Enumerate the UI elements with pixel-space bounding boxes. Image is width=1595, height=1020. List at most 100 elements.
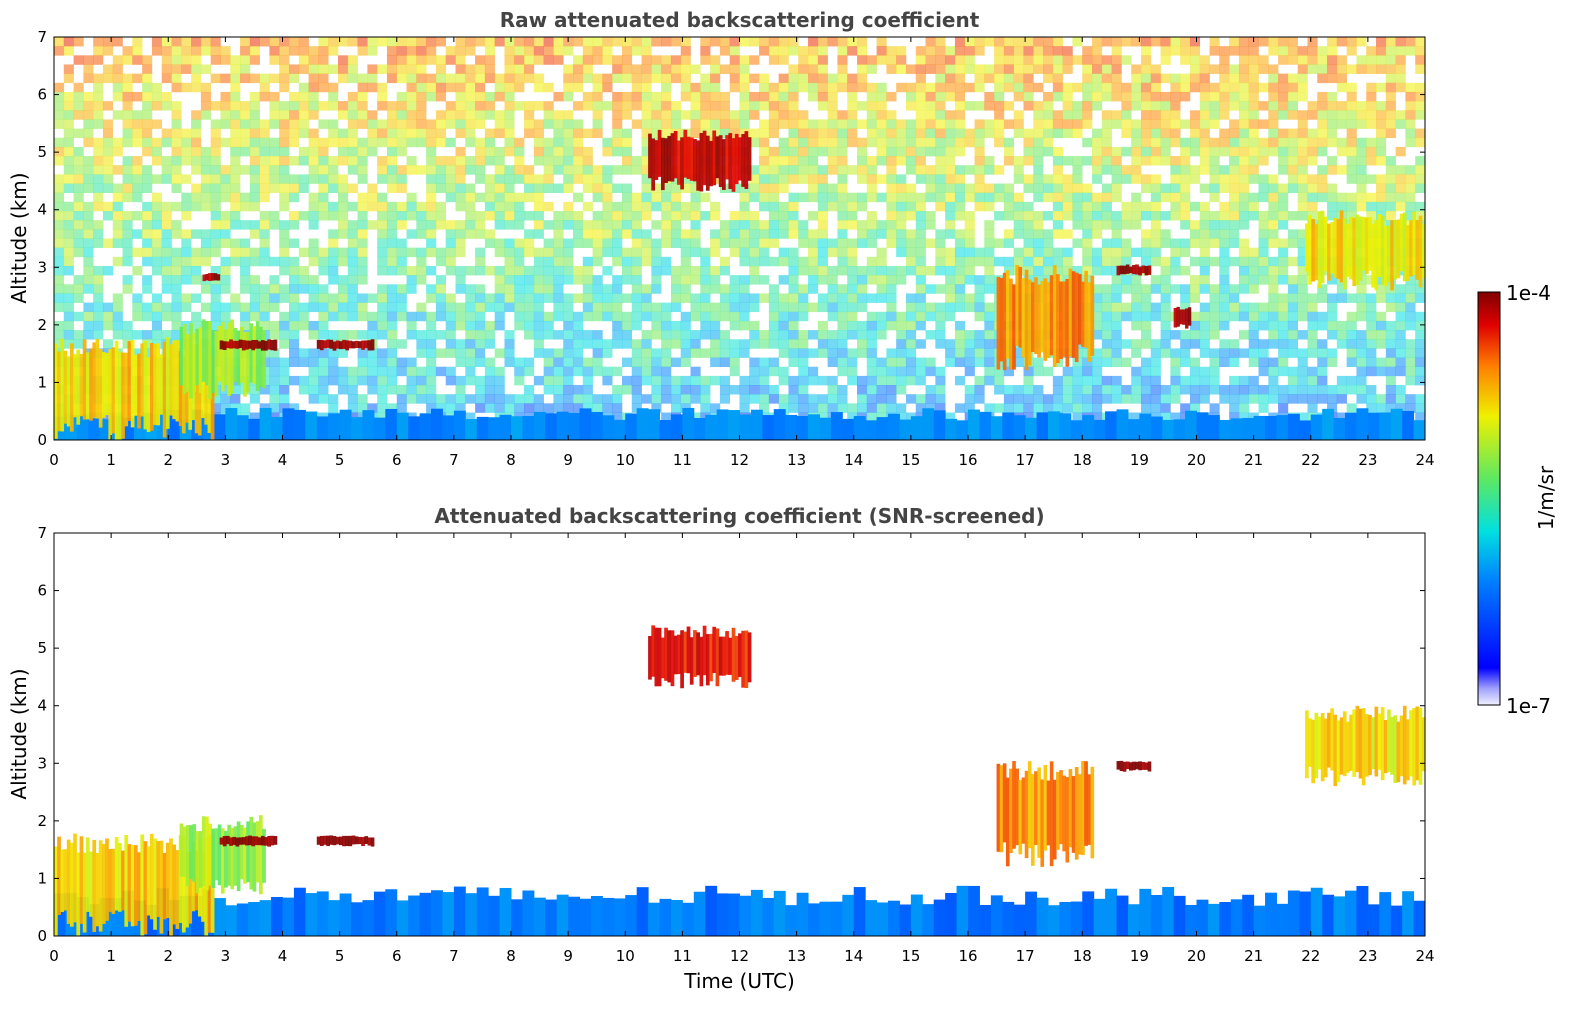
noise-cell: [612, 73, 623, 84]
noise-cell: [1297, 91, 1308, 102]
noise-cell: [1209, 211, 1220, 221]
noise-cell: [1170, 91, 1181, 102]
noise-cell: [1170, 412, 1181, 422]
noise-cell: [905, 293, 917, 303]
noise-cell: [406, 101, 417, 111]
noise-cell: [1062, 183, 1073, 194]
noise-cell: [1033, 110, 1044, 120]
boundary-layer-cell: [1402, 410, 1415, 440]
noise-cell: [1111, 302, 1122, 313]
noise-cell: [1160, 394, 1171, 404]
noise-cell: [1101, 357, 1112, 368]
noise-cell: [230, 165, 241, 175]
noise-cell: [1062, 192, 1073, 203]
noise-cell: [739, 211, 750, 221]
noise-cell: [661, 330, 672, 340]
noise-cell: [386, 128, 398, 139]
boundary-layer-cell: [579, 408, 592, 440]
noise-cell: [935, 91, 946, 102]
noise-cell: [778, 165, 789, 175]
noise-cell: [827, 247, 838, 258]
noise-cell: [984, 339, 995, 349]
noise-cell: [269, 137, 280, 148]
noise-cell: [1092, 348, 1103, 358]
noise-cell: [817, 165, 828, 175]
noise-cell: [386, 146, 398, 157]
noise-cell: [563, 403, 574, 413]
noise-cell: [494, 394, 505, 404]
noise-cell: [710, 403, 721, 413]
noise-cell: [1356, 311, 1367, 322]
noise-cell: [396, 284, 407, 294]
noise-cell: [661, 211, 672, 221]
noise-cell: [269, 46, 280, 56]
noise-cell: [210, 403, 221, 413]
noise-cell: [1248, 137, 1259, 148]
noise-cell: [661, 302, 672, 313]
noise-cell: [935, 37, 946, 47]
noise-cell: [729, 348, 740, 358]
noise-cell: [759, 238, 770, 248]
noise-cell: [161, 46, 172, 56]
noise-cell: [54, 275, 65, 285]
noise-cell: [249, 101, 260, 111]
noise-cell: [582, 229, 593, 239]
noise-cell: [1199, 55, 1210, 65]
noise-cell: [1199, 284, 1210, 294]
noise-cell: [54, 211, 65, 221]
noise-cell: [1141, 320, 1152, 331]
noise-cell: [347, 403, 358, 413]
noise-cell: [1238, 137, 1250, 148]
noise-cell: [935, 46, 946, 56]
noise-cell: [739, 311, 750, 322]
noise-cell: [1131, 394, 1142, 404]
noise-cell: [1287, 394, 1298, 404]
noise-cell: [1327, 330, 1338, 340]
boundary-layer-cell: [476, 416, 489, 440]
noise-cell: [416, 64, 427, 74]
noise-cell: [1003, 366, 1014, 377]
noise-cell: [1238, 183, 1250, 194]
noise-cell: [308, 385, 319, 395]
noise-cell: [1141, 146, 1152, 157]
noise-cell: [1023, 101, 1034, 111]
noise-cell: [592, 183, 603, 194]
noise-cell: [700, 73, 711, 84]
noise-cell: [700, 119, 711, 129]
noise-cell: [494, 403, 505, 413]
noise-cell: [220, 284, 231, 294]
noise-cell: [406, 229, 417, 239]
noise-cell: [1248, 156, 1259, 166]
noise-cell: [1131, 302, 1142, 313]
noise-cell: [1395, 330, 1406, 340]
noise-cell: [573, 37, 584, 47]
noise-cell: [230, 128, 241, 139]
noise-cell: [1258, 385, 1269, 395]
noise-cell: [514, 311, 525, 322]
noise-cell: [240, 46, 251, 56]
noise-cell: [1395, 192, 1406, 203]
noise-cell: [1287, 156, 1298, 166]
noise-cell: [612, 256, 623, 267]
noise-cell: [896, 128, 907, 139]
noise-cell: [377, 385, 388, 395]
noise-cell: [249, 311, 260, 322]
noise-cell: [289, 293, 300, 303]
noise-cell: [533, 183, 544, 194]
noise-cell: [886, 174, 897, 184]
noise-cell: [592, 46, 603, 56]
noise-cell: [308, 211, 319, 221]
noise-cell: [210, 192, 221, 203]
noise-cell: [1297, 238, 1308, 248]
noise-cell: [1395, 293, 1406, 303]
noise-cell: [181, 137, 192, 148]
noise-cell: [1248, 339, 1259, 349]
noise-cell: [455, 64, 466, 74]
noise-cell: [866, 229, 877, 239]
noise-cell: [240, 238, 251, 248]
noise-cell: [161, 64, 172, 74]
noise-cell: [1297, 128, 1308, 139]
noise-cell: [83, 137, 94, 148]
noise-cell: [719, 293, 731, 303]
noise-cell: [1150, 357, 1161, 368]
